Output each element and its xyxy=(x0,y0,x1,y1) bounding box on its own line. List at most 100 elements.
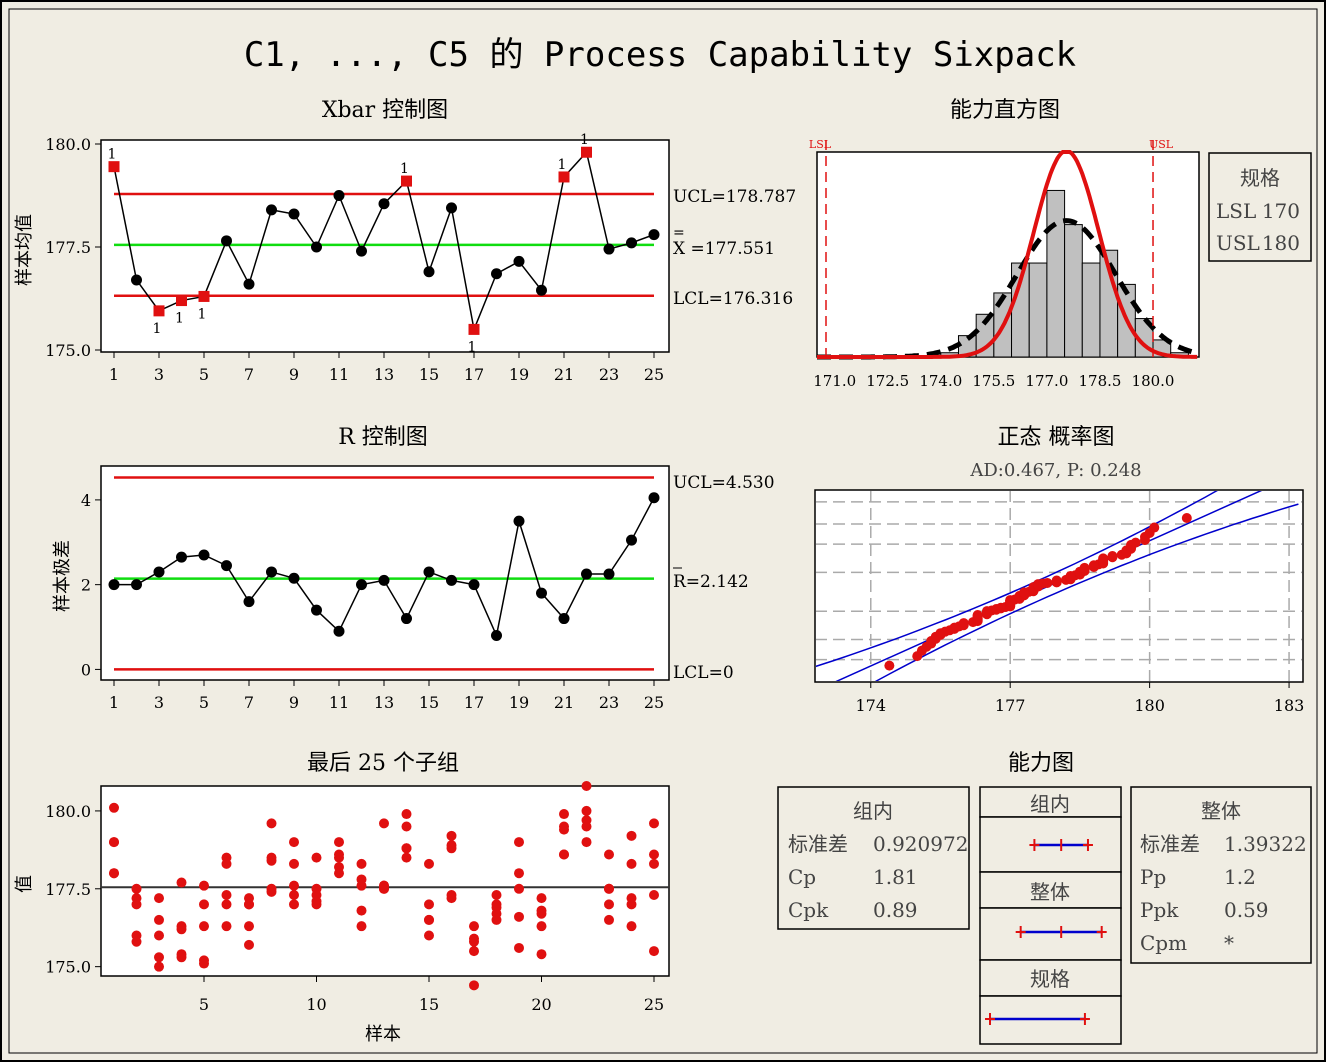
last25-point xyxy=(649,818,659,829)
last25-xtick-label: 5 xyxy=(199,995,209,1014)
xbar-point xyxy=(356,245,367,257)
normal-plot-point xyxy=(972,609,983,620)
r-xtick-label: 19 xyxy=(509,693,529,712)
last25-point xyxy=(469,933,479,944)
last25-point xyxy=(626,830,637,841)
normal-plot-xtick-label: 183 xyxy=(1274,696,1305,715)
overall-stats-title: 整体 xyxy=(1201,799,1241,823)
last25-point xyxy=(581,837,592,848)
xbar-center-bar: = xyxy=(673,225,685,241)
histogram-bar xyxy=(1046,189,1066,358)
r-point xyxy=(288,572,300,584)
xbar-flag-label: 1 xyxy=(175,311,184,327)
xbar-xtick-label: 23 xyxy=(599,365,619,384)
last25-point xyxy=(244,921,254,932)
last25-ytick-label: 175.0 xyxy=(45,958,91,977)
last25-point xyxy=(491,899,502,910)
last25-point xyxy=(604,899,614,910)
r-xtick-label: 5 xyxy=(199,693,209,712)
last25-point xyxy=(199,880,209,891)
overall-row-label: Pp xyxy=(1140,865,1166,889)
last25-point xyxy=(536,949,547,960)
normal-plot-point xyxy=(1130,537,1141,548)
last25-point xyxy=(289,858,299,869)
r-point xyxy=(423,566,435,578)
within-row-label: 标准差 xyxy=(788,832,848,856)
histogram-usl-label: USL xyxy=(1149,138,1174,151)
last25-point xyxy=(266,818,277,829)
normal-plot-xtick-label: 177 xyxy=(995,696,1026,715)
xbar-xtick-label: 5 xyxy=(199,365,209,384)
last25-point xyxy=(514,868,524,879)
last25-point xyxy=(604,883,614,894)
last25-point xyxy=(446,840,457,851)
xbar-flagged-point xyxy=(468,323,480,335)
r-xtick-label: 13 xyxy=(374,693,394,712)
r-xtick-label: 7 xyxy=(244,693,254,712)
spec-lsl-label: LSL xyxy=(1216,199,1256,223)
figure-title: C1, ..., C5 的 Process Capability Sixpack xyxy=(244,35,1076,75)
within-stats-title: 组内 xyxy=(853,799,893,823)
r-xtick-label: 25 xyxy=(644,693,664,712)
xbar-point xyxy=(288,208,300,220)
normal-plot-subtitle: AD:0.467, P: 0.248 xyxy=(969,460,1141,481)
spec-lsl-value: 170 xyxy=(1262,199,1300,223)
last25-point xyxy=(221,858,232,869)
r-chart-title: R 控制图 xyxy=(338,425,428,450)
last25-point xyxy=(424,858,434,869)
last25-point xyxy=(289,890,299,901)
normal-plot-point xyxy=(1181,512,1192,523)
histogram-xtick-label: 178.5 xyxy=(1078,372,1121,390)
r-center-label: R=2.142 xyxy=(673,572,749,592)
xbar-flag-label: 1 xyxy=(108,147,117,163)
last25-chart: 最后 25 个子组 值 样本 175.0 177.5 180.0 5 10 15 20 25 xyxy=(14,751,670,1045)
xbar-xtick-label: 1 xyxy=(109,365,119,384)
r-lcl-label: LCL=0 xyxy=(673,663,734,683)
xbar-xtick-label: 11 xyxy=(329,365,349,384)
xbar-flagged-point xyxy=(198,290,210,302)
r-point xyxy=(603,568,615,580)
last25-point xyxy=(356,858,367,869)
r-point xyxy=(198,549,210,561)
last25-point xyxy=(424,914,434,925)
last25-point xyxy=(334,852,344,863)
last25-point xyxy=(379,880,389,891)
r-point xyxy=(266,566,277,578)
last25-point xyxy=(581,815,592,826)
r-point xyxy=(311,604,322,616)
xbar-flag-label: 1 xyxy=(558,157,567,173)
xbar-point xyxy=(446,202,457,214)
mini-within-title: 组内 xyxy=(1030,792,1070,816)
last25-point xyxy=(311,890,322,901)
within-row-label: Cp xyxy=(788,865,816,889)
xbar-xtick-label: 21 xyxy=(554,365,574,384)
last25-ylabel: 值 xyxy=(14,875,35,893)
xbar-flag-label: 1 xyxy=(153,321,162,337)
last25-point xyxy=(401,821,412,832)
r-point xyxy=(558,613,570,625)
histogram-xtick-label: 172.5 xyxy=(866,372,909,390)
last25-point xyxy=(289,899,299,910)
r-point xyxy=(153,566,165,578)
spec-usl-value: 180 xyxy=(1262,231,1300,255)
xbar-point xyxy=(513,255,525,267)
histogram-xtick-label: 171.0 xyxy=(813,372,856,390)
normal-plot-upper-band xyxy=(816,491,1218,668)
r-xtick-label: 11 xyxy=(329,693,349,712)
last25-point xyxy=(131,883,142,894)
last25-point xyxy=(334,868,344,879)
last25-point xyxy=(109,802,119,813)
normal-plot-point xyxy=(1149,522,1160,533)
last25-title: 最后 25 个子组 xyxy=(307,751,459,776)
last25-ytick-label: 180.0 xyxy=(45,802,91,821)
r-point xyxy=(513,515,525,527)
capability-histogram: 能力直方图 171.0 172.5 174.0 175.5 177.0 178.5 180.… xyxy=(809,98,1200,390)
last25-point xyxy=(536,908,547,919)
last25-point xyxy=(221,921,232,932)
xbar-xtick-label: 19 xyxy=(509,365,529,384)
last25-point xyxy=(154,914,164,925)
last25-point xyxy=(311,899,322,910)
xbar-ucl-label: UCL=178.787 xyxy=(673,187,796,207)
last25-point xyxy=(289,880,299,891)
xbar-xtick-label: 3 xyxy=(154,365,164,384)
